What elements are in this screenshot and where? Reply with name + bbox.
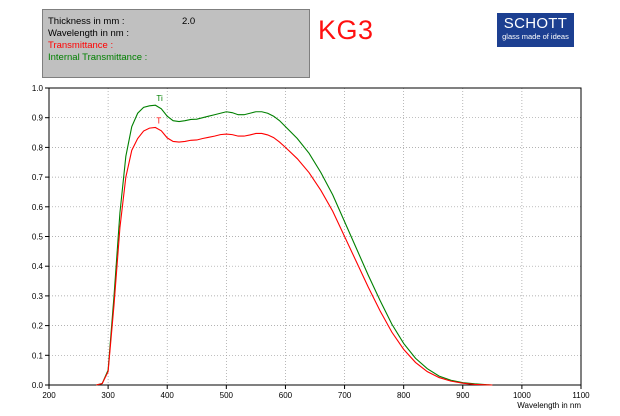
y-tick-label: 0.9 (32, 114, 44, 123)
x-tick-label: 400 (161, 391, 175, 400)
x-tick-label: 700 (338, 391, 352, 400)
x-tick-label: 600 (279, 391, 293, 400)
series-label-t: T (156, 117, 161, 126)
y-tick-label: 0.1 (32, 351, 44, 360)
x-tick-label: 200 (42, 391, 56, 400)
glass-name: KG3 (318, 15, 374, 45)
y-tick-label: 0.5 (32, 233, 44, 242)
x-tick-label: 1000 (513, 391, 531, 400)
info-label-thickness: Thickness in mm : (48, 16, 125, 27)
series-label-ti: Ti (156, 94, 163, 103)
x-tick-label: 300 (101, 391, 115, 400)
logo-tagline: glass made of ideas (502, 32, 569, 41)
y-tick-label: 0.8 (32, 143, 44, 152)
y-tick-label: 1.0 (32, 84, 44, 93)
series-line-ti (96, 104, 493, 386)
info-label-transmittance: Transmittance : (48, 40, 114, 51)
y-tick-label: 0.4 (32, 262, 44, 271)
info-value-thickness: 2.0 (182, 16, 196, 27)
series-line-t (96, 126, 493, 386)
y-tick-label: 0.2 (32, 322, 44, 331)
y-tick-label: 0.0 (32, 381, 44, 390)
x-tick-label: 800 (397, 391, 411, 400)
y-tick-label: 0.7 (32, 173, 44, 182)
y-tick-label: 0.6 (32, 203, 44, 212)
info-panel: Thickness in mm : 2.0 Wavelength in nm :… (42, 9, 310, 78)
y-tick-label: 0.3 (32, 292, 44, 301)
logo-word: SCHOTT (503, 15, 568, 32)
schott-logo: SCHOTT glass made of ideas (497, 13, 574, 47)
x-axis-label: Wavelength in nm (517, 401, 581, 410)
info-label-wavelength: Wavelength in nm : (48, 28, 129, 39)
info-label-internal-transmittance: Internal Transmittance : (48, 52, 148, 63)
x-tick-label: 500 (220, 391, 234, 400)
x-tick-label: 900 (456, 391, 470, 400)
x-tick-label: 1100 (572, 391, 590, 400)
plot-frame (48, 87, 582, 386)
